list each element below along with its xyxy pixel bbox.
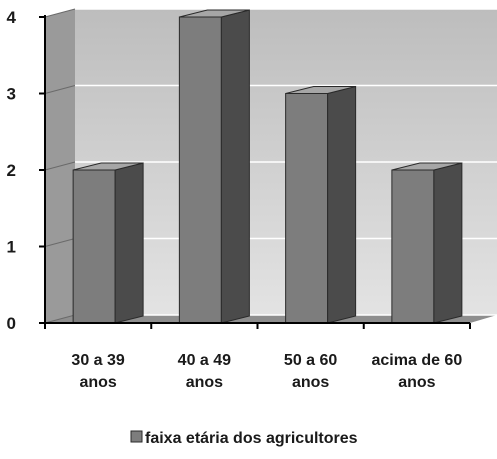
bar <box>72 162 144 324</box>
gridline-side <box>44 238 76 247</box>
legend-swatch <box>130 430 143 443</box>
bar-front <box>72 169 116 324</box>
y-tick-label: 3 <box>7 85 16 104</box>
x-tick-label: 40 a 49 anos <box>178 352 231 391</box>
y-axis-tick-labels: 0 1 2 3 4 <box>7 8 17 333</box>
bar-side <box>433 162 463 324</box>
bar-top <box>391 162 462 171</box>
bar-front <box>178 16 222 324</box>
bar <box>178 9 250 324</box>
bar-top <box>73 162 144 171</box>
y-tick-label: 2 <box>7 161 16 180</box>
bar-front <box>391 169 435 324</box>
gridline-side <box>44 161 76 171</box>
y-tick-label: 1 <box>7 238 16 257</box>
bar-side <box>327 85 357 324</box>
y-tick-label: 0 <box>7 314 16 333</box>
legend: faixa etária dos agricultores <box>130 430 358 447</box>
bar-side <box>220 9 250 324</box>
x-tick-label: 30 a 39 anos <box>71 352 124 391</box>
bar-side <box>114 162 144 324</box>
x-tick-label: 50 a 60 anos <box>284 352 337 391</box>
bar <box>391 162 463 324</box>
bar-top <box>179 9 250 18</box>
bars <box>72 9 463 324</box>
y-tick-label: 4 <box>7 8 17 27</box>
x-tick-label: acima de 60 anos <box>372 352 463 391</box>
legend-label: faixa etária dos agricultores <box>145 430 358 447</box>
gridline-side <box>44 8 76 18</box>
x-axis-ticks <box>44 323 471 329</box>
gridline-side <box>44 85 76 94</box>
bar <box>285 85 357 324</box>
bar-top <box>285 86 356 94</box>
x-axis-tick-labels: 30 a 39 anos 40 a 49 anos 50 a 60 anos acima d… <box>71 352 462 391</box>
gridline-side <box>44 314 76 324</box>
chart-floor <box>45 315 497 323</box>
bar-front <box>285 93 329 324</box>
